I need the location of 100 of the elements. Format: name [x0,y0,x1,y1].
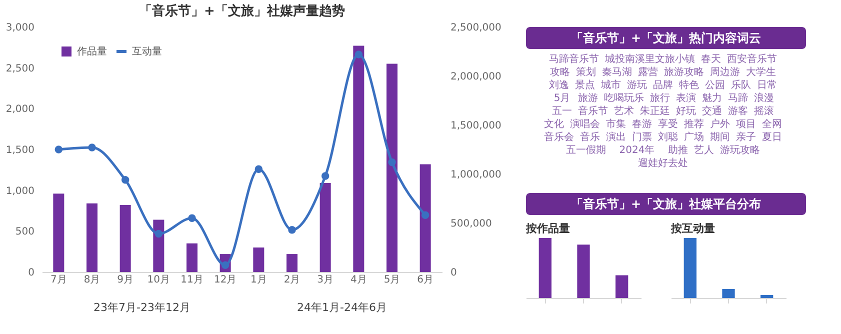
x-tick-label: 7月 [50,274,67,286]
point [288,226,296,234]
text: 「音乐节」+「文旅」热门内容词云 [570,31,762,45]
text: 文化 [544,118,564,130]
text: 旅行 [650,92,670,104]
y2-tick-label: 2,000,000 [450,72,502,82]
text: 西安音乐节 [727,53,777,65]
text: 户外 [710,118,730,130]
y2-tick-label: 500,000 [450,218,492,230]
point [254,165,263,173]
legend-label: 互动量 [132,46,162,58]
text: 城市 [600,79,621,91]
x-tick-label: 2月 [284,274,300,286]
text: 音乐节 [578,105,608,117]
x-tick-label: 12月 [214,274,237,286]
text: 乐队 [731,79,751,91]
text: 音乐会 [544,131,574,143]
text: 大学生 [746,66,776,78]
text: 门票 [632,131,652,143]
text: 游客 [728,105,748,117]
text: 5月 [554,93,570,104]
x-tick-label: 10月 [147,274,170,286]
text: 艺术 [614,105,634,117]
text: 城投南溪里文旅小镇 [604,53,695,65]
bar [186,243,198,272]
point [321,172,330,180]
y-tick-label: 2,500 [6,63,34,74]
point [354,50,363,58]
text: 朱正廷 [640,105,670,117]
bar [320,182,331,272]
y2-tick-label: 2,500,000 [450,22,502,34]
x-tick-label: 6月 [417,274,434,286]
text: 夏日 [762,132,782,143]
x-tick-label: 3月 [317,274,334,286]
point [188,214,196,222]
y-tick-label: 1,000 [6,186,34,197]
point [388,158,396,166]
text: 五一假期 [566,144,606,156]
legend-label: 作品量 [76,46,107,58]
text: 露营 [638,66,658,78]
text: 音乐 [580,131,600,143]
point [54,146,63,154]
text: 攻略 [550,66,570,78]
point [154,230,163,238]
text: 广场 [684,131,704,143]
text: 春天 [701,54,721,65]
text: 周边游 [710,66,740,78]
bar [286,254,298,272]
text: 亲子 [736,131,756,143]
text: 日常 [757,79,777,91]
point [421,211,430,220]
text: 五一 [552,106,572,117]
text: 交通 [702,105,722,117]
y-tick-label: 1,500 [6,145,34,156]
text: 旅游 [578,92,598,104]
y-tick-label: 500 [15,226,34,238]
x-tick-label: 1月 [250,274,267,286]
text: 「音乐节」+「文旅」社媒平台分布 [570,197,762,211]
bar [86,203,98,272]
text: 景点 [575,79,595,91]
point [121,176,130,184]
y-tick-label: 0 [28,268,34,278]
text: 魅力 [702,92,722,104]
y-tick-label: 3,000 [6,22,34,34]
bar [53,194,64,272]
bar [120,205,131,272]
text: 吃喝玩乐 [604,92,644,104]
text: 23年7月-23年12月 [94,301,190,314]
text: 演出 [606,131,626,143]
y2-tick-label: 0 [450,268,457,278]
chart-title: 「音乐节」+「文旅」社媒声量趋势 [139,3,345,19]
text: 遛娃好去处 [638,157,688,169]
bar [353,46,364,272]
chart-title: 按作品量 [525,222,570,235]
text: 春游 [632,118,652,130]
text: 刘聪 [658,131,678,143]
chart-title: 按互动量 [670,222,715,235]
text: 推荐 [684,118,704,130]
text: 策划 [576,66,596,78]
bar [420,164,431,272]
text: 好玩 [676,106,696,117]
text: 游玩攻略 [720,144,760,156]
text: 表演 [676,92,696,104]
text: 特色 [679,79,699,91]
text: 刘逸 [549,79,569,91]
text: 期间 [710,131,730,143]
y-tick-label: 2,000 [6,104,34,116]
text: 摇滚 [754,105,774,117]
text: 24年1月-24年6月 [297,301,387,314]
text: 演唱会 [570,118,600,130]
text: 享受 [658,118,678,130]
text: 助推 [668,144,688,156]
text: 游玩 [627,79,647,91]
bar [386,64,398,272]
bar [253,248,264,272]
x-tick-label: 9月 [117,274,134,286]
text: 马蹄 [728,92,748,104]
text: 全网 [762,118,782,130]
text: 浪漫 [754,92,774,104]
text: 旅游攻略 [664,66,704,78]
